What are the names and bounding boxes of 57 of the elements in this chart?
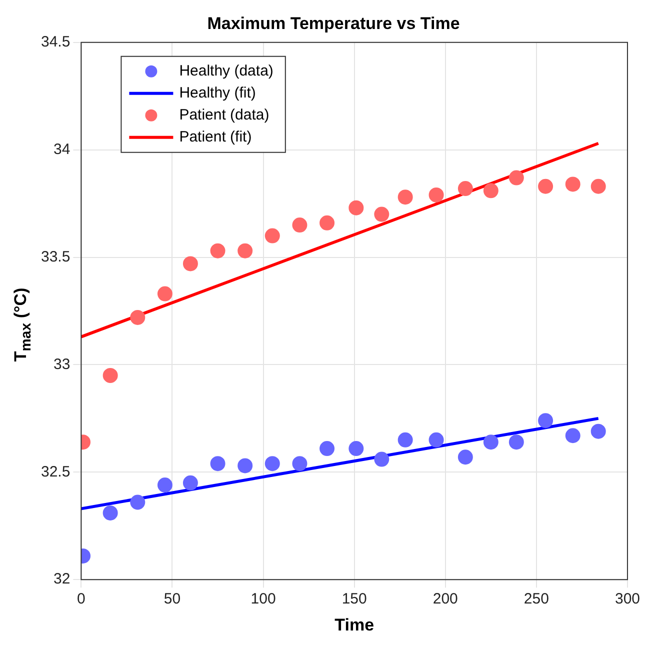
- point: [565, 176, 580, 192]
- x-tick-label: 100: [250, 590, 276, 608]
- point: [483, 183, 498, 198]
- point: [590, 424, 606, 439]
- point: [130, 494, 146, 510]
- point: [182, 256, 198, 272]
- point: [130, 310, 146, 325]
- point: [374, 452, 390, 467]
- point: [590, 178, 606, 194]
- point: [458, 181, 473, 196]
- point: [264, 456, 280, 472]
- y-tick-label: 32.5: [40, 463, 70, 480]
- point: [428, 432, 444, 448]
- point: [398, 432, 413, 448]
- x-tick-label: 250: [524, 590, 549, 608]
- y-tick-label: 33: [54, 356, 70, 373]
- point: [264, 228, 280, 244]
- point: [538, 178, 554, 194]
- point: [565, 428, 580, 444]
- point: [428, 187, 444, 202]
- point: [102, 368, 118, 383]
- point: [348, 200, 364, 216]
- point: [157, 478, 172, 493]
- y-tick-label: 34.5: [40, 34, 70, 51]
- x-tick-label: 50: [164, 590, 181, 608]
- point: [210, 456, 226, 472]
- point: [398, 190, 413, 205]
- point: [157, 286, 172, 302]
- x-axis-title: Time: [334, 615, 374, 634]
- point: [483, 434, 498, 450]
- point: [458, 450, 473, 465]
- y-tick-label: 33.5: [40, 248, 70, 266]
- chart-title: Maximum Temperature vs Time: [207, 14, 460, 33]
- point: [182, 475, 198, 490]
- x-tick-label: 300: [614, 590, 640, 608]
- point: [238, 458, 253, 474]
- point: [348, 441, 364, 456]
- point: [210, 243, 226, 258]
- y-tick-label: 32: [54, 570, 70, 588]
- point: [292, 218, 308, 233]
- legend-label: Healthy (fit): [179, 84, 256, 102]
- point: [508, 434, 524, 450]
- point: [538, 413, 554, 428]
- x-tick-label: 150: [342, 590, 367, 608]
- legend-label: Patient (fit): [179, 128, 252, 146]
- point: [374, 206, 390, 222]
- x-tick-label: 200: [432, 590, 458, 608]
- legend-label: Healthy (data): [179, 62, 274, 80]
- point: [320, 215, 335, 230]
- point: [320, 441, 335, 456]
- y-tick-label: 34: [54, 140, 70, 158]
- point: [292, 456, 308, 472]
- point: [238, 243, 253, 258]
- x-tick-label: 0: [77, 590, 86, 608]
- point: [102, 505, 118, 520]
- point: [508, 170, 524, 186]
- legend-label: Patient (data): [179, 106, 270, 124]
